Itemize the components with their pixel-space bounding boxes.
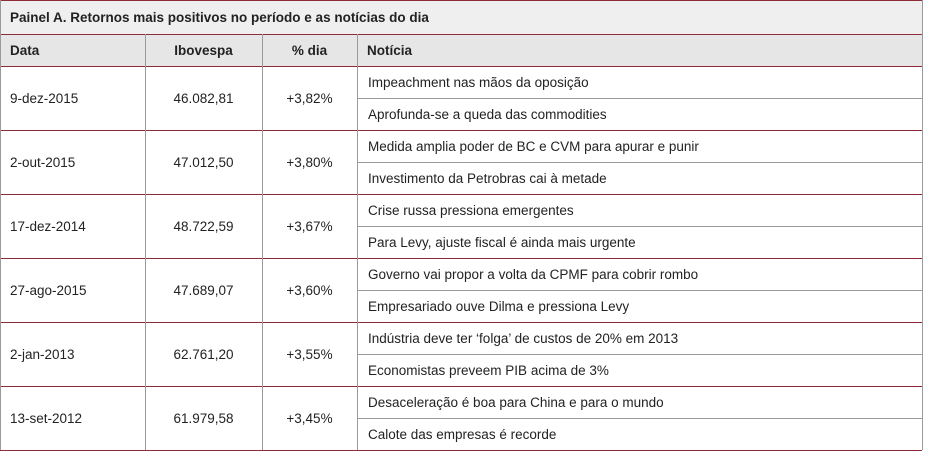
row-divider xyxy=(0,258,922,259)
column-header: Notícia xyxy=(357,34,922,66)
news-cell: Calote das empresas é recorde xyxy=(368,426,557,442)
news-divider xyxy=(357,354,922,355)
pct-cell: +3,82% xyxy=(286,90,333,106)
pct-cell: +3,45% xyxy=(286,410,333,426)
rule xyxy=(0,0,922,1)
row-divider xyxy=(0,322,922,323)
news-cell: Indústria deve ter ‘folga’ de custos de … xyxy=(368,330,679,346)
news-cell: Para Levy, ajuste fiscal é ainda mais ur… xyxy=(368,234,636,250)
ibovespa-cell: 47.012,50 xyxy=(173,154,234,170)
news-cell: Aprofunda-se a queda das commodities xyxy=(368,106,607,122)
news-cell: Medida amplia poder de BC e CVM para apu… xyxy=(368,138,699,154)
row-divider xyxy=(0,194,922,195)
news-cell: Impeachment nas mãos da oposição xyxy=(368,74,589,90)
ibovespa-cell: 62.761,20 xyxy=(173,346,234,362)
news-cell: Economistas preveem PIB acima de 3% xyxy=(368,362,609,378)
date-cell: 2-out-2015 xyxy=(10,154,76,170)
column-header: Data xyxy=(0,34,145,66)
frame-line xyxy=(0,0,1,450)
row-divider xyxy=(0,386,922,387)
column-header: % dia xyxy=(262,34,357,66)
news-divider xyxy=(357,226,922,227)
news-cell: Empresariado ouve Dilma e pressiona Levy xyxy=(368,298,630,314)
news-divider xyxy=(357,290,922,291)
column-header: Ibovespa xyxy=(145,34,262,66)
news-divider xyxy=(357,162,922,163)
column-line xyxy=(357,34,358,450)
row-divider xyxy=(0,450,922,451)
frame-line xyxy=(922,0,923,450)
date-cell: 17-dez-2014 xyxy=(10,218,86,234)
news-divider xyxy=(357,418,922,419)
date-cell: 13-set-2012 xyxy=(10,410,83,426)
rule xyxy=(0,34,922,35)
ibovespa-cell: 46.082,81 xyxy=(173,90,234,106)
rule xyxy=(0,66,922,67)
date-cell: 2-jan-2013 xyxy=(10,346,75,362)
news-cell: Governo vai propor a volta da CPMF para … xyxy=(368,266,699,282)
news-cell: Crise russa pressiona emergentes xyxy=(368,202,574,218)
pct-cell: +3,60% xyxy=(286,282,333,298)
panel-title: Painel A. Retornos mais positivos no per… xyxy=(0,0,922,34)
ibovespa-cell: 61.979,58 xyxy=(173,410,234,426)
column-line xyxy=(262,34,263,450)
pct-cell: +3,67% xyxy=(286,218,333,234)
date-cell: 9-dez-2015 xyxy=(10,90,79,106)
pct-cell: +3,55% xyxy=(286,346,333,362)
row-divider xyxy=(0,130,922,131)
column-line xyxy=(145,34,146,450)
pct-cell: +3,80% xyxy=(286,154,333,170)
date-cell: 27-ago-2015 xyxy=(10,282,87,298)
ibovespa-cell: 48.722,59 xyxy=(173,218,234,234)
news-cell: Desaceleração é boa para China e para o … xyxy=(368,394,664,410)
news-cell: Investimento da Petrobras cai à metade xyxy=(368,170,607,186)
news-divider xyxy=(357,98,922,99)
ibovespa-cell: 47.689,07 xyxy=(173,282,234,298)
